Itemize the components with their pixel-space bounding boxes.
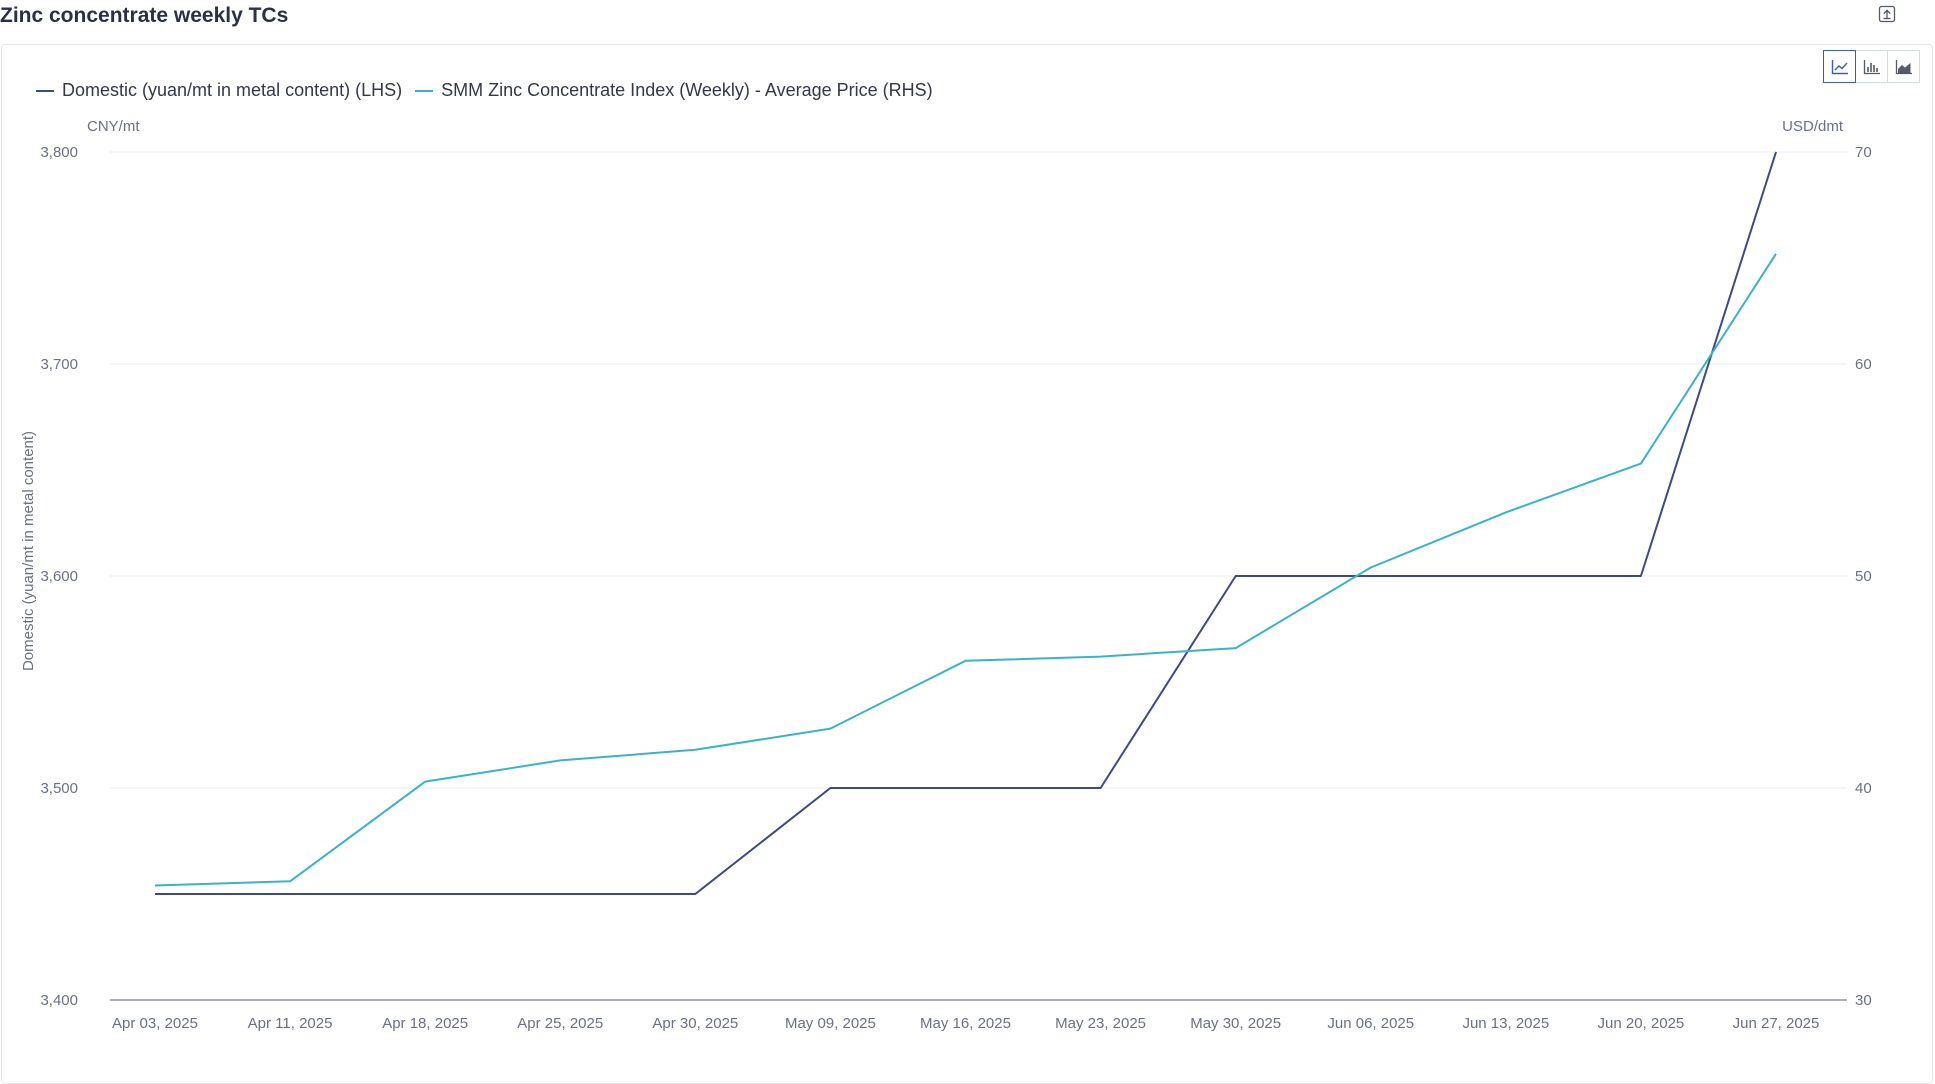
- x-tick-label: Apr 03, 2025: [112, 1015, 198, 1032]
- x-tick-label: Jun 06, 2025: [1327, 1015, 1414, 1032]
- left-axis-ticks: 3,400 3,500 3,600 3,700 3,800: [40, 144, 78, 1009]
- left-axis-unit: CNY/mt: [87, 118, 140, 135]
- x-tick-label: Jun 13, 2025: [1462, 1015, 1549, 1032]
- x-tick-label: Jun 20, 2025: [1598, 1015, 1685, 1032]
- export-button[interactable]: [1876, 3, 1898, 25]
- right-tick-label: 30: [1855, 992, 1872, 1009]
- left-tick-label: 3,500: [40, 780, 78, 797]
- chart-type-switcher: [1823, 50, 1920, 83]
- export-icon: [1878, 5, 1896, 23]
- x-axis-ticks: Apr 03, 2025 Apr 11, 2025 Apr 18, 2025 Apr …: [112, 1015, 1819, 1032]
- legend: Domestic (yuan/mt in metal content) (LHS…: [36, 80, 946, 101]
- x-tick-label: May 16, 2025: [920, 1015, 1011, 1032]
- grid-lines: [110, 151, 1847, 789]
- x-tick-label: Jun 27, 2025: [1733, 1015, 1820, 1032]
- area-chart-icon: [1895, 59, 1912, 74]
- series-line-domestic[interactable]: [155, 151, 1777, 895]
- legend-item-domestic[interactable]: Domestic (yuan/mt in metal content) (LHS…: [36, 80, 402, 101]
- x-tick-label: Apr 18, 2025: [382, 1015, 468, 1032]
- left-tick-label: 3,400: [40, 992, 78, 1009]
- x-tick-label: Apr 25, 2025: [517, 1015, 603, 1032]
- right-tick-label: 50: [1855, 568, 1872, 585]
- legend-swatch-smm-index: [415, 89, 434, 92]
- right-axis-unit: USD/dmt: [1782, 118, 1844, 135]
- right-tick-label: 60: [1855, 356, 1872, 373]
- left-axis-title: Domestic (yuan/mt in metal content): [20, 431, 37, 671]
- right-axis-ticks: 30 40 50 60 70: [1855, 144, 1872, 1009]
- right-tick-label: 70: [1855, 144, 1872, 161]
- x-tick-label: Apr 11, 2025: [248, 1015, 333, 1032]
- line-chart-icon: [1831, 59, 1848, 74]
- left-tick-label: 3,700: [40, 356, 78, 373]
- bar-chart-icon: [1863, 59, 1880, 74]
- series-lines: [154, 151, 1777, 895]
- line-chart-button[interactable]: [1823, 50, 1856, 83]
- x-tick-label: May 09, 2025: [785, 1015, 876, 1032]
- x-tick-label: May 23, 2025: [1055, 1015, 1146, 1032]
- right-tick-label: 40: [1855, 780, 1872, 797]
- x-tick-label: May 30, 2025: [1190, 1015, 1281, 1032]
- legend-label-domestic: Domestic (yuan/mt in metal content) (LHS…: [62, 80, 403, 100]
- left-tick-label: 3,800: [40, 144, 78, 161]
- bar-chart-button[interactable]: [1855, 50, 1888, 83]
- page-title: Zinc concentrate weekly TCs: [0, 4, 289, 27]
- area-chart-button[interactable]: [1887, 50, 1920, 83]
- legend-label-smm-index: SMM Zinc Concentrate Index (Weekly) - Av…: [441, 80, 933, 100]
- left-tick-label: 3,600: [40, 568, 78, 585]
- series-line-smm-index[interactable]: [154, 253, 1777, 887]
- legend-swatch-domestic: [36, 89, 54, 92]
- legend-item-smm-index[interactable]: SMM Zinc Concentrate Index (Weekly) - Av…: [415, 80, 933, 101]
- x-tick-label: Apr 30, 2025: [652, 1015, 738, 1032]
